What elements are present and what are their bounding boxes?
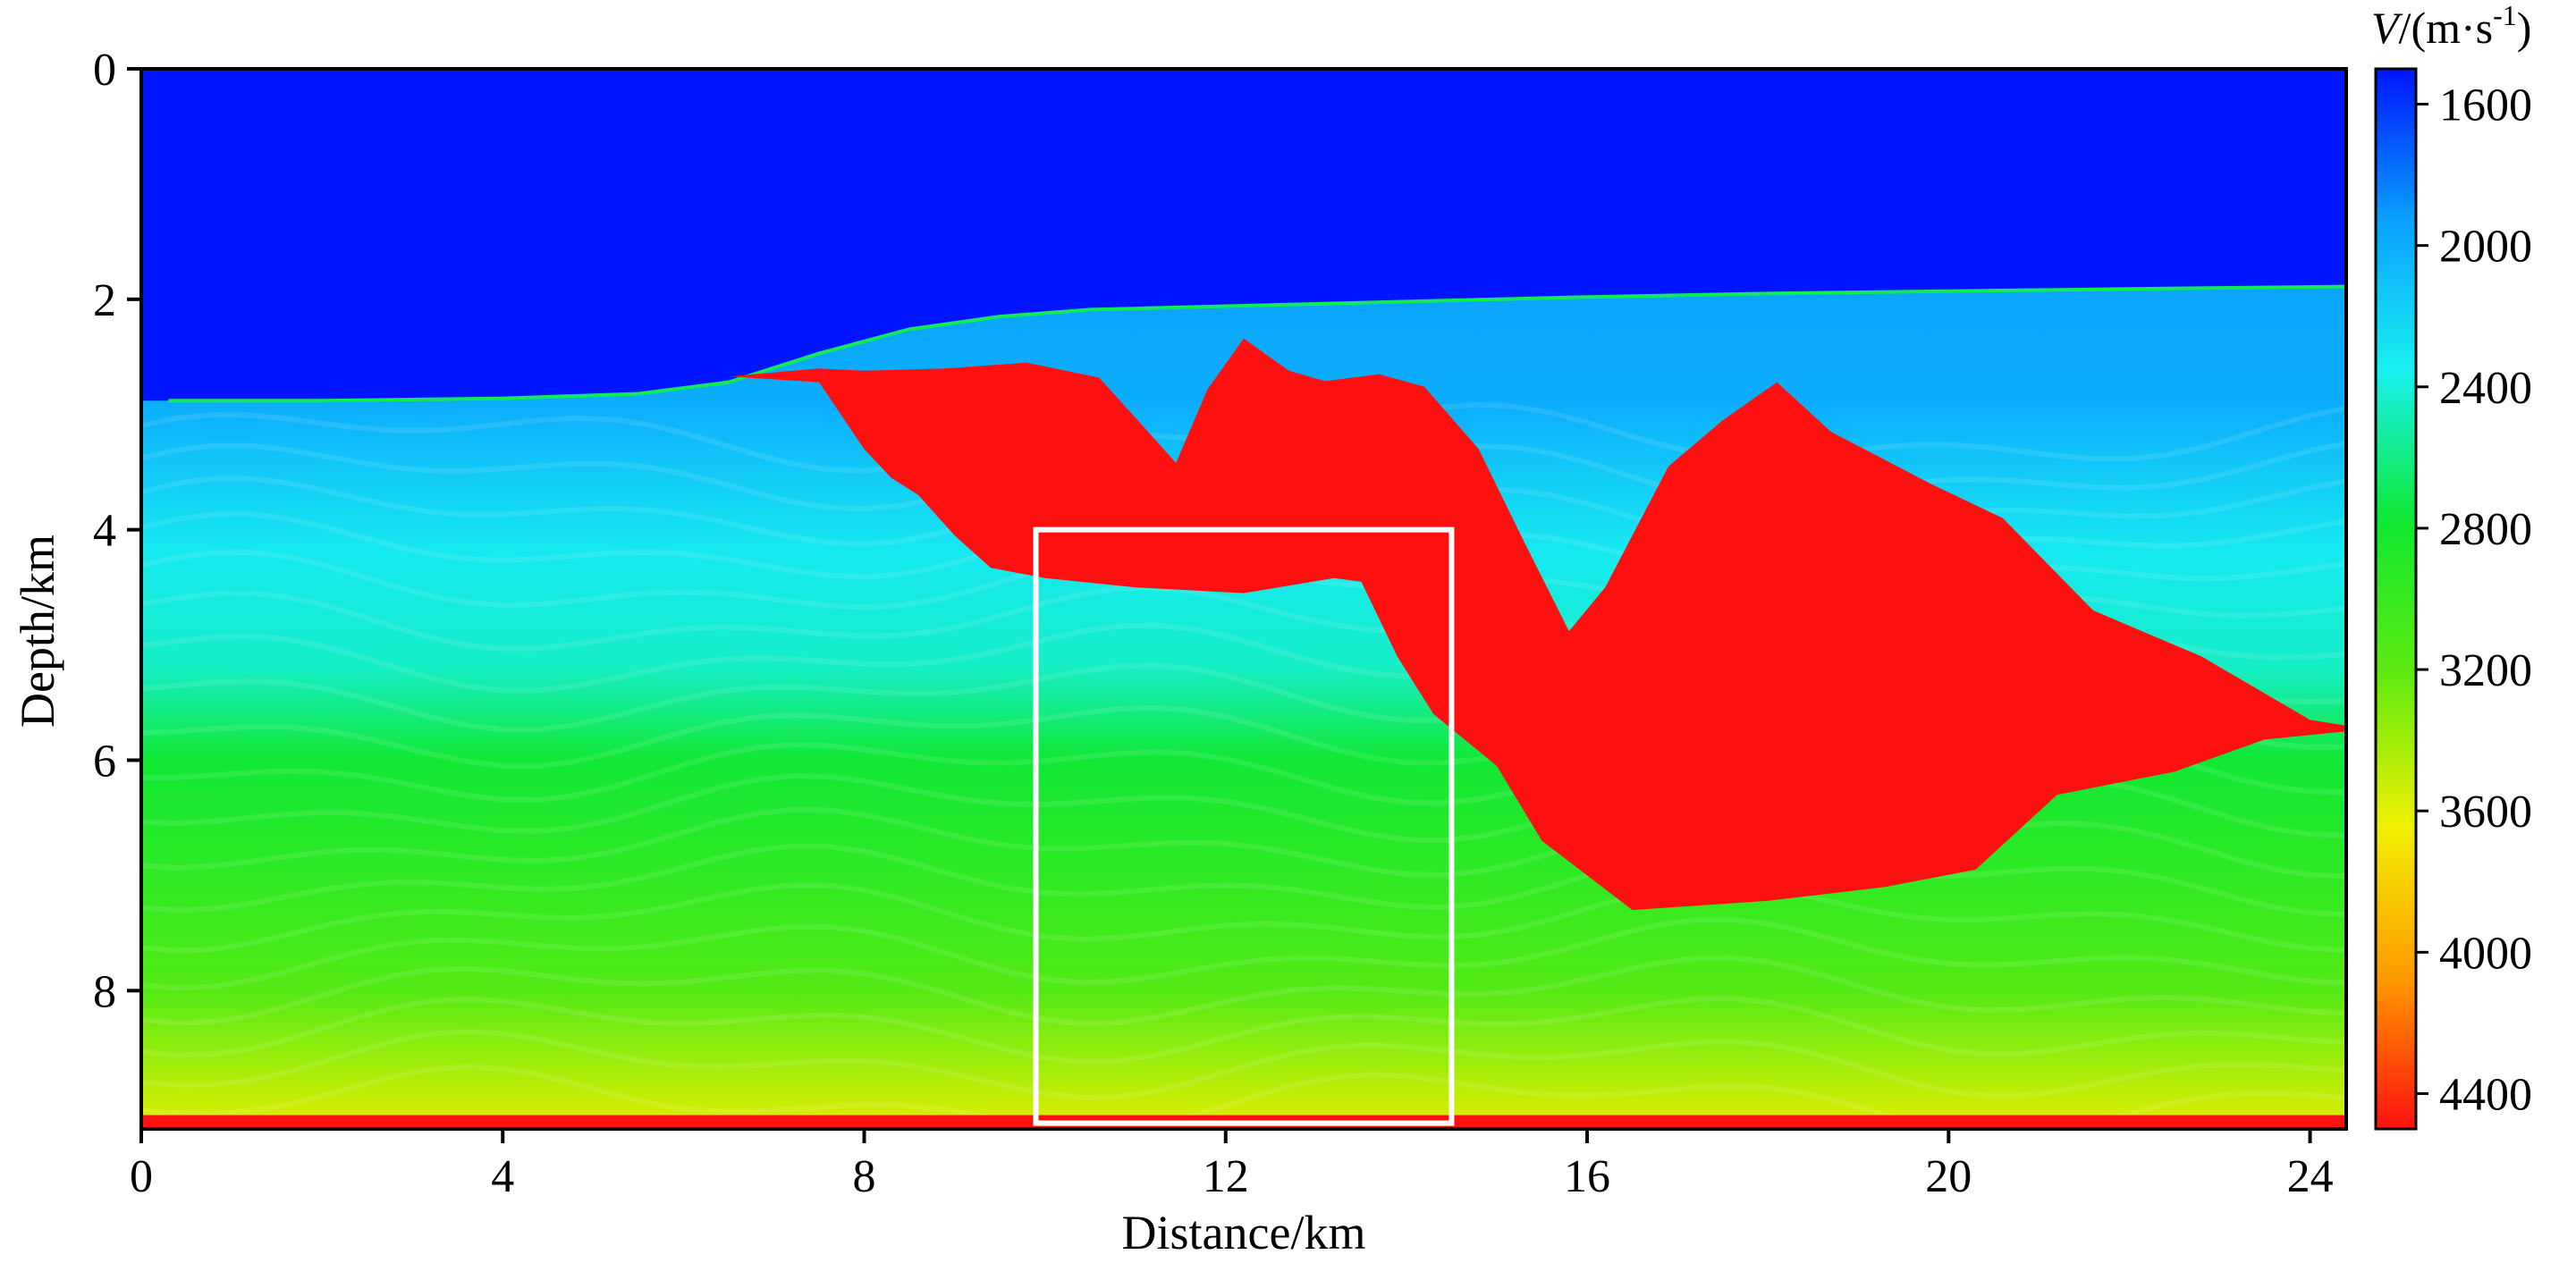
plot-area bbox=[141, 69, 2346, 1129]
y-axis: 0 2 4 6 8 bbox=[93, 45, 141, 1017]
sediment-layer-line bbox=[141, 1029, 2346, 1100]
sediment-layer-line bbox=[141, 843, 2346, 918]
sediment-layer-line bbox=[141, 881, 2346, 954]
y-tick-label: 4 bbox=[93, 506, 116, 557]
colorbar-title-unit: /(m·s bbox=[2399, 3, 2494, 53]
sediment-layer-line bbox=[141, 995, 2346, 1065]
colorbar-tick-label: 3200 bbox=[2439, 645, 2532, 696]
colorbar-tick-label: 4000 bbox=[2439, 928, 2532, 979]
x-tick-label: 24 bbox=[2287, 1151, 2334, 1202]
x-tick-label: 20 bbox=[1925, 1151, 1972, 1202]
sediment-layer-line bbox=[141, 1064, 2346, 1129]
y-tick-label: 2 bbox=[93, 275, 116, 326]
colorbar-tick-label: 2400 bbox=[2439, 363, 2532, 414]
x-tick-label: 12 bbox=[1203, 1151, 1249, 1202]
x-tick-label: 8 bbox=[853, 1151, 876, 1202]
colorbar-ticks: 1600 2000 2400 2800 3200 3600 4000 4400 bbox=[2416, 80, 2532, 1120]
colorbar: 1600 2000 2400 2800 3200 3600 4000 4400 V/(m·s-… bbox=[2371, 0, 2532, 1131]
x-tick-label: 16 bbox=[1564, 1151, 1610, 1202]
sediment-layer-line bbox=[141, 955, 2346, 1027]
colorbar-tick-label: 4400 bbox=[2439, 1069, 2532, 1120]
colorbar-tick-label: 2800 bbox=[2439, 504, 2532, 555]
colorbar-tick-label: 2000 bbox=[2439, 222, 2532, 273]
colorbar-title: V/(m·s-1) bbox=[2371, 0, 2531, 53]
water-layer bbox=[141, 69, 2346, 401]
colorbar-ramp bbox=[2374, 67, 2418, 1131]
colorbar-title-close: ) bbox=[2517, 3, 2532, 53]
plot-frame bbox=[139, 67, 2348, 1131]
y-tick-label: 6 bbox=[93, 736, 116, 787]
x-tick-label: 4 bbox=[491, 1151, 514, 1202]
y-axis-title: Depth/km bbox=[11, 535, 64, 728]
x-tick-label: 0 bbox=[130, 1151, 153, 1202]
colorbar-title-symbol: V bbox=[2371, 3, 2403, 53]
seafloor-line bbox=[168, 284, 2346, 403]
x-axis-title: Distance/km bbox=[1122, 1206, 1366, 1259]
sediment-layer-line bbox=[141, 916, 2346, 991]
colorbar-tick-label: 3600 bbox=[2439, 787, 2532, 838]
colorbar-title-exponent: -1 bbox=[2493, 0, 2517, 31]
zoom-window-rectangle bbox=[1033, 526, 1455, 1126]
colorbar-tick-label: 1600 bbox=[2439, 80, 2532, 131]
y-tick-label: 8 bbox=[93, 966, 116, 1017]
salt-body bbox=[728, 338, 2346, 911]
y-tick-label: 0 bbox=[93, 45, 116, 96]
x-axis: 0 4 8 12 16 20 24 bbox=[130, 1129, 2334, 1202]
